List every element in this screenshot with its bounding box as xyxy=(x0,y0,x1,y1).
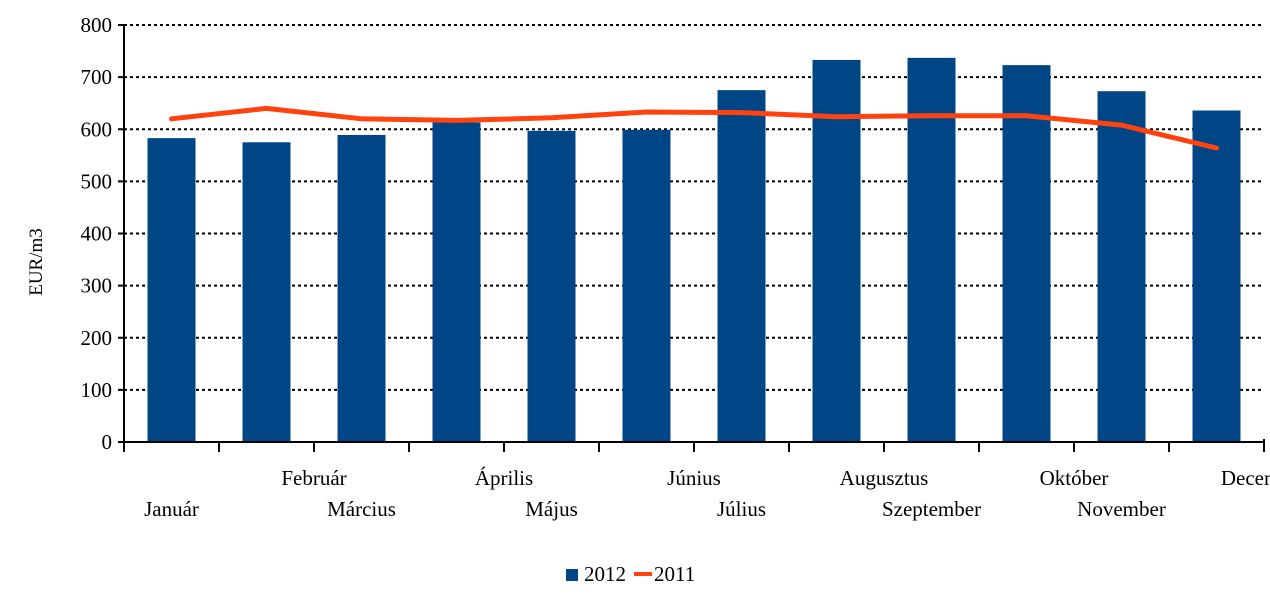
bar xyxy=(148,138,196,442)
legend: 2012 2011 xyxy=(566,562,695,586)
bar xyxy=(433,122,481,442)
legend-swatch-bar xyxy=(566,569,578,581)
y-tick-label: 700 xyxy=(81,65,113,89)
x-tick-label: Július xyxy=(717,497,766,521)
x-tick-label: Január xyxy=(144,497,199,521)
x-tick-label: Április xyxy=(475,466,533,490)
bar xyxy=(243,142,291,442)
bar xyxy=(623,130,671,442)
legend-label: 2012 xyxy=(584,562,626,586)
y-tick-label: 0 xyxy=(102,430,113,454)
x-tick-label: Augusztus xyxy=(840,466,929,490)
y-tick-label: 400 xyxy=(81,222,113,246)
y-tick-label: 600 xyxy=(81,117,113,141)
bar xyxy=(1098,91,1146,442)
y-axis-title: EUR/m3 xyxy=(26,228,47,296)
x-tick-label: Május xyxy=(525,497,578,521)
x-tick-label: Március xyxy=(327,497,396,521)
series-line xyxy=(172,108,1217,148)
x-tick-label: Szeptember xyxy=(882,497,981,521)
bar xyxy=(528,131,576,442)
y-tick-label: 500 xyxy=(81,169,113,193)
y-tick-label: 100 xyxy=(81,378,113,402)
line-2011 xyxy=(172,108,1217,148)
x-tick-label: Október xyxy=(1040,466,1109,490)
bar xyxy=(338,135,386,442)
y-tick-label: 800 xyxy=(81,13,113,37)
bar xyxy=(718,90,766,442)
x-tick-label: Február xyxy=(281,466,346,490)
y-tick-label: 300 xyxy=(81,274,113,298)
legend-label: 2011 xyxy=(654,562,695,586)
x-tick-label: November xyxy=(1077,497,1166,521)
bar xyxy=(1193,110,1241,442)
gridlines xyxy=(124,25,1264,390)
bar xyxy=(1003,65,1051,442)
y-tick-label: 200 xyxy=(81,326,113,350)
x-tick-label: Június xyxy=(667,466,721,490)
x-tick-label: December xyxy=(1221,466,1270,490)
